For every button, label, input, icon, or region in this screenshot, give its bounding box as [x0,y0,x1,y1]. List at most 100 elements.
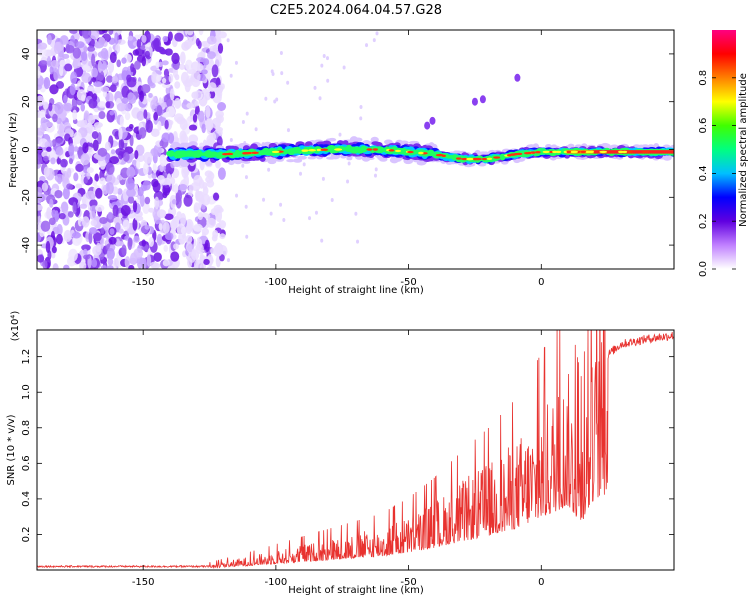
heatmap-cell [190,70,201,83]
heatmap-cell [144,50,150,58]
heatmap-cell [279,50,283,55]
heatmap-cell [242,160,251,164]
heatmap-cell [53,41,62,55]
heatmap-cell [207,152,217,158]
heatmap-cell [88,231,93,244]
heatmap-cell [100,227,105,235]
y-tick-label: 0.2 [21,526,32,542]
heatmap-cell [155,74,162,82]
heatmap-cell [91,193,96,200]
heatmap-cell [89,210,97,220]
heatmap-cell [43,166,50,178]
heatmap-cell [68,158,74,165]
heatmap-cell [242,152,248,155]
heatmap-cell [226,258,230,263]
heatmap-cell [88,227,98,235]
y-tick-label: 20 [21,95,32,108]
heatmap-cell [455,157,462,160]
heatmap-cell [37,111,46,119]
heatmap-cell [271,72,275,77]
heatmap-cell [185,59,193,71]
heatmap-cell [153,252,162,262]
colorbar-ticks: 0.0 0.2 0.4 0.6 0.8 [698,70,736,277]
heatmap-cell [91,67,99,78]
snr-x-ticks: -150 -100 -50 0 [132,330,544,588]
heatmap-cell [297,155,307,160]
heatmap-cell [264,158,273,162]
heatmap-cell [83,248,88,255]
heatmap-cell [429,116,436,125]
heatmap-cell [269,211,273,216]
heatmap-cell [109,84,117,93]
heatmap-cell [218,246,224,254]
heatmap-cell [219,233,226,240]
heatmap-cell [174,150,184,156]
colorbar-tick-label: 0.0 [698,261,709,277]
y-tick-label: 0 [21,146,32,152]
heatmap-cell [157,175,165,184]
heatmap-cell [98,63,108,70]
heatmap-cell [79,261,87,269]
heatmap-cell [599,150,608,154]
heatmap-cell [156,104,163,116]
heatmap-cell [144,224,150,230]
x-tick-label: 0 [538,577,544,588]
heatmap-cell [68,143,75,157]
x-tick-label: -100 [265,277,288,288]
heatmap-cell [372,148,378,151]
heatmap-cell [183,194,193,207]
heatmap-cell [119,115,124,127]
heatmap-cell [218,129,223,136]
heatmap-cell [181,41,190,51]
heatmap-cell [244,175,248,180]
heatmap-cell [207,51,216,59]
heatmap-cell [64,63,73,72]
heatmap-cell [229,137,233,142]
heatmap-cell [41,182,49,192]
heatmap-cell [95,155,102,161]
heatmap-cell [354,146,361,152]
heatmap-cell [63,229,72,243]
heatmap-cell [346,179,350,184]
snr-panel: -150 -100 -50 0 0.2 0.4 0.6 0.8 1.0 1.2 Height o… [6,311,675,596]
heatmap-cell [580,150,587,154]
heatmap-cell [128,123,134,130]
heatmap-cell [226,38,230,43]
heatmap-cell [209,45,219,52]
heatmap-cell [69,83,76,96]
heatmap-cell [187,257,193,268]
heatmap-cell [159,154,167,167]
heatmap-cell [254,127,258,132]
heatmap-cell [143,151,153,164]
heatmap-cell [37,204,44,211]
heatmap-cell [159,140,164,147]
heatmap-cell [44,121,54,128]
heatmap-cell [107,195,118,201]
colorbar-gradient [712,30,736,269]
heatmap-cell [365,43,369,48]
heatmap-cell [83,110,90,121]
heatmap-cell [193,259,202,269]
heatmap-cell [218,220,227,229]
heatmap-cell [373,173,377,178]
heatmap-cell [174,97,182,109]
heatmap-cell [46,34,52,45]
heatmap-cell [50,59,59,68]
heatmap-cell [407,150,414,154]
heatmap-cell [81,65,91,71]
heatmap-cell [128,264,135,269]
heatmap-cell [202,58,210,66]
heatmap-cell [196,238,203,250]
heatmap-cell [307,156,316,160]
heatmap-cell [116,59,121,68]
heatmap-cell [185,151,195,157]
heatmap-cell [172,198,177,205]
heatmap-cell [81,244,91,251]
heatmap-cell [87,86,95,92]
heatmap-cell [188,124,198,131]
heatmap-cell [112,204,119,217]
heatmap-cell [58,212,66,220]
heatmap-cell [507,154,512,157]
spectrogram-x-ticks: -150 -100 -50 0 [132,30,544,288]
heatmap-cell [241,163,245,168]
